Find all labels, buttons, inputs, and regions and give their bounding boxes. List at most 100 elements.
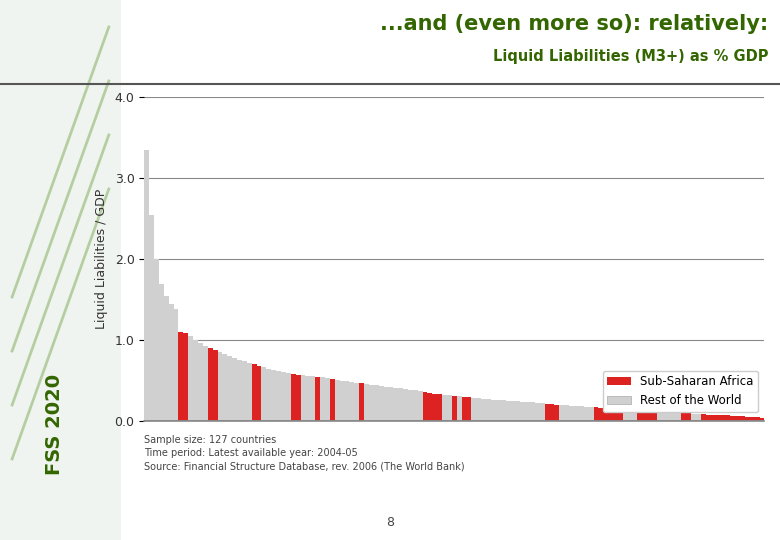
Bar [315,377,320,421]
Bar [232,358,237,421]
Bar [691,414,696,421]
Bar [378,386,384,421]
Bar [339,381,345,421]
Bar [207,348,213,421]
Bar [203,346,207,421]
Bar [168,303,174,421]
Bar [438,394,442,421]
Bar [525,402,530,421]
Bar [432,394,438,421]
Bar [252,364,257,421]
Bar [550,404,555,421]
Bar [442,395,447,421]
Bar [413,390,418,421]
Bar [667,412,672,421]
Bar [403,389,408,421]
Bar [159,284,164,421]
Bar [608,408,613,421]
Bar [583,407,589,421]
Bar [598,408,603,421]
Bar [466,397,471,421]
Bar [349,382,354,421]
Bar [564,406,569,421]
Bar [261,367,266,421]
Text: ...and (even more so): relatively:: ...and (even more so): relatively: [380,14,768,33]
Bar [179,332,183,421]
Bar [540,403,544,421]
Bar [359,383,364,421]
Bar [423,392,427,421]
Bar [408,390,413,421]
Bar [276,371,281,421]
Bar [569,406,574,421]
Bar [418,391,423,421]
Bar [198,343,203,421]
Bar [516,401,520,421]
Bar [740,416,745,421]
Bar [266,368,271,421]
Bar [174,309,179,421]
Bar [310,376,315,421]
Bar [544,403,550,421]
Bar [730,416,735,421]
Bar [388,387,393,421]
Bar [242,361,246,421]
Bar [501,400,505,421]
Bar [296,375,300,421]
Bar [471,398,477,421]
Bar [652,411,657,421]
Bar [594,407,598,421]
Bar [559,405,564,421]
Bar [622,409,628,421]
Bar [760,418,764,421]
Bar [643,410,647,421]
Bar [325,378,330,421]
Bar [486,400,491,421]
Bar [535,403,540,421]
Bar [330,379,335,421]
Bar [711,415,715,421]
Bar [510,401,516,421]
Bar [696,414,701,421]
Bar [457,396,462,421]
Bar [364,384,369,421]
Bar [530,402,535,421]
Text: 8: 8 [386,516,394,529]
Bar [354,383,359,421]
Text: Sample size: 127 countries: Sample size: 127 countries [144,435,277,445]
Bar [505,401,510,421]
Bar [227,356,232,421]
Bar [291,374,296,421]
Bar [676,413,682,421]
Bar [496,400,501,421]
Bar [193,340,198,421]
Bar [754,417,760,421]
Bar [618,409,622,421]
Bar [574,406,579,421]
Bar [149,215,154,421]
Bar [603,408,608,421]
Text: Source: Financial Structure Database, rev. 2006 (The World Bank): Source: Financial Structure Database, re… [144,462,465,472]
Bar [481,399,486,421]
Bar [427,393,432,421]
Text: Liquid Liabilities (M3+) as % GDP: Liquid Liabilities (M3+) as % GDP [493,49,768,64]
Bar [452,396,457,421]
Bar [735,416,740,421]
Bar [633,410,637,421]
Bar [555,404,559,421]
Bar [374,385,378,421]
Bar [520,402,525,421]
Bar [725,415,730,421]
Bar [144,150,149,421]
Bar [218,352,222,421]
Bar [300,375,306,421]
Bar [154,259,159,421]
Text: Time period: Latest available year: 2004-05: Time period: Latest available year: 2004… [144,448,358,458]
Bar [393,388,399,421]
Bar [222,354,227,421]
Bar [706,415,711,421]
Bar [369,384,374,421]
Bar [183,333,188,421]
Text: FSS 2020: FSS 2020 [45,374,64,475]
Bar [637,410,643,421]
